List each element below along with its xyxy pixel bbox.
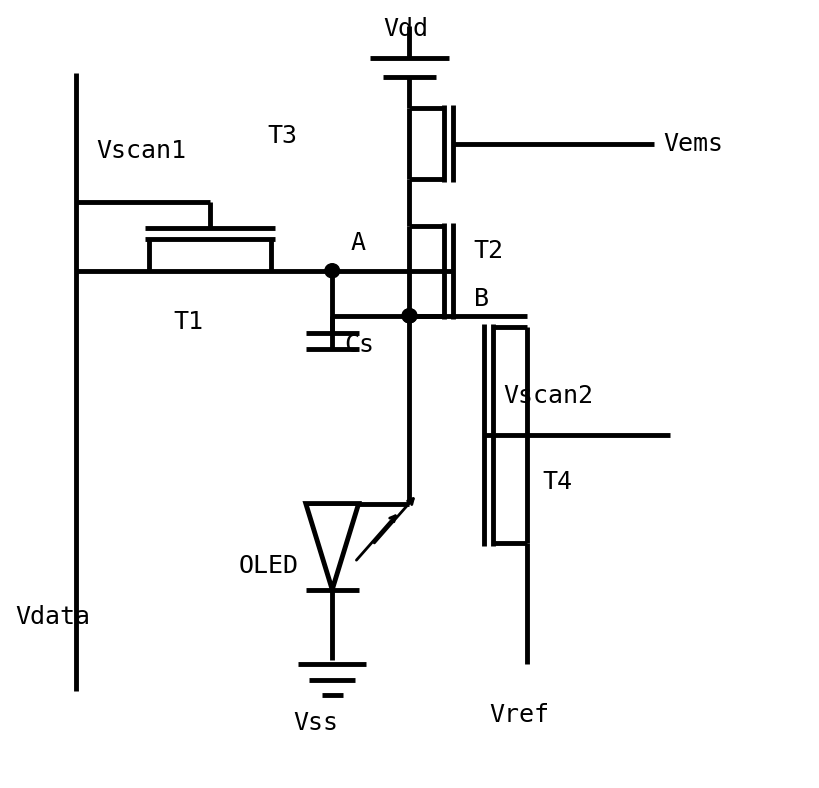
Text: T4: T4 (542, 470, 572, 494)
Text: Vref: Vref (489, 703, 550, 727)
Text: T1: T1 (174, 310, 204, 333)
Circle shape (325, 264, 340, 278)
Text: Vscan1: Vscan1 (97, 139, 187, 163)
Text: Cs: Cs (345, 333, 374, 357)
Circle shape (402, 309, 417, 323)
Text: OLED: OLED (238, 554, 299, 578)
Text: B: B (473, 287, 489, 310)
Text: Vdata: Vdata (15, 605, 90, 629)
Text: Vems: Vems (663, 132, 723, 155)
Text: A: A (350, 232, 365, 255)
Text: Vscan2: Vscan2 (503, 384, 593, 408)
Text: T2: T2 (473, 240, 504, 263)
Circle shape (402, 309, 417, 323)
Text: Vdd: Vdd (383, 17, 428, 41)
Text: T3: T3 (267, 124, 297, 148)
Text: Vss: Vss (293, 711, 338, 734)
